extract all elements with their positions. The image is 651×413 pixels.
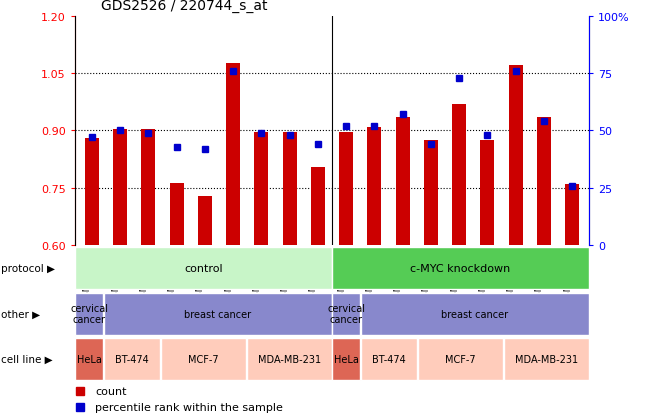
Bar (508, 66, 523, 246)
Text: count: count (96, 386, 127, 396)
Text: protocol ▶: protocol ▶ (1, 263, 55, 273)
Bar (104, 293, 332, 335)
Bar (311, 167, 325, 246)
Bar (85, 139, 99, 246)
Text: HeLa: HeLa (334, 354, 359, 364)
Bar (161, 338, 246, 380)
Bar (198, 196, 212, 246)
Bar (396, 118, 409, 246)
Bar (75, 247, 332, 290)
Bar (452, 104, 466, 246)
Text: percentile rank within the sample: percentile rank within the sample (96, 402, 283, 412)
Text: MCF-7: MCF-7 (445, 354, 476, 364)
Bar (339, 133, 353, 246)
Bar (283, 133, 297, 246)
Bar (537, 118, 551, 246)
Bar (361, 293, 589, 335)
Text: control: control (184, 263, 223, 273)
Bar (565, 185, 579, 246)
Text: BT-474: BT-474 (115, 354, 149, 364)
Bar (75, 293, 103, 335)
Bar (104, 338, 160, 380)
Text: HeLa: HeLa (77, 354, 102, 364)
Bar (332, 293, 360, 335)
Bar (361, 338, 417, 380)
Text: BT-474: BT-474 (372, 354, 406, 364)
Bar (424, 141, 438, 246)
Text: cervical
cancer: cervical cancer (70, 303, 108, 325)
Bar (480, 141, 495, 246)
Text: other ▶: other ▶ (1, 309, 40, 319)
Bar (504, 338, 589, 380)
Bar (255, 133, 268, 246)
Text: GDS2526 / 220744_s_at: GDS2526 / 220744_s_at (101, 0, 267, 13)
Text: MDA-MB-231: MDA-MB-231 (258, 354, 321, 364)
Bar (332, 247, 589, 290)
Text: MCF-7: MCF-7 (188, 354, 219, 364)
Bar (113, 129, 127, 246)
Text: MDA-MB-231: MDA-MB-231 (515, 354, 578, 364)
Bar (418, 338, 503, 380)
Text: cervical
cancer: cervical cancer (327, 303, 365, 325)
Text: breast cancer: breast cancer (441, 309, 508, 319)
Text: cell line ▶: cell line ▶ (1, 354, 53, 364)
Bar (367, 127, 381, 246)
Bar (141, 129, 156, 246)
Bar (226, 64, 240, 246)
Text: c-MYC knockdown: c-MYC knockdown (411, 263, 510, 273)
Text: breast cancer: breast cancer (184, 309, 251, 319)
Bar (332, 338, 360, 380)
Bar (169, 184, 184, 246)
Bar (247, 338, 332, 380)
Bar (75, 338, 103, 380)
